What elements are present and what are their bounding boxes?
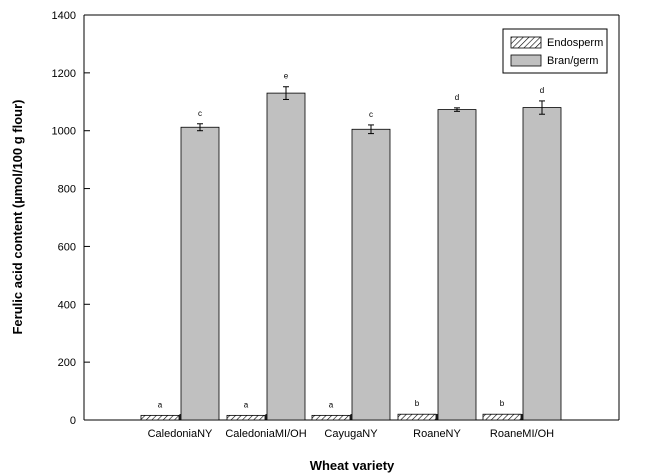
bar-endosperm [482,413,522,421]
significance-label: b [500,399,505,408]
y-tick-label: 800 [58,184,76,196]
bar-endosperm [140,414,180,421]
bar-bran-germ [180,126,220,421]
significance-label: e [284,72,289,81]
y-tick-label: 200 [58,357,76,369]
y-tick-label: 600 [58,241,76,253]
significance-label: d [540,86,544,95]
bars: a c a e a c b d b d [140,72,562,421]
significance-label: b [415,399,420,408]
significance-label: a [158,400,163,409]
legend: Endosperm Bran/germ [502,28,608,74]
x-tick-label: CaledoniaNY [148,428,213,440]
y-tick-label: 1400 [52,10,76,22]
x-tick-label: RoaneNY [413,428,461,440]
bar-endosperm [226,414,266,421]
x-tick-label: RoaneMI/OH [490,428,554,440]
y-ticks: 0 200 400 600 800 1000 1200 1400 [52,10,90,427]
bar-bran-germ [437,109,477,421]
y-axis-title: Ferulic acid content (µmol/100 g flour) [10,99,25,334]
bar-endosperm [397,413,437,421]
significance-label: c [198,109,202,118]
y-tick-label: 1200 [52,68,76,80]
legend-swatch-bran-germ [510,54,542,67]
significance-label: a [329,400,334,409]
significance-label: c [369,110,373,119]
bar-bran-germ [522,107,562,421]
bar-bran-germ [266,92,306,421]
y-tick-label: 0 [70,415,76,427]
significance-label: d [455,93,459,102]
significance-label: a [244,400,249,409]
x-tick-label: CaledoniaMI/OH [225,428,306,440]
legend-swatch-endosperm [510,36,542,49]
y-tick-label: 1000 [52,126,76,138]
y-tick-label: 400 [58,299,76,311]
bar-bran-germ [351,128,391,421]
legend-label-endosperm: Endosperm [547,37,603,49]
bar-endosperm [311,414,351,421]
x-tick-labels: CaledoniaNY CaledoniaMI/OH CayugaNY RoaneNY… [148,414,554,440]
x-axis-title: Wheat variety [310,458,395,473]
legend-label-bran-germ: Bran/germ [547,55,598,67]
x-tick-label: CayugaNY [324,428,378,440]
